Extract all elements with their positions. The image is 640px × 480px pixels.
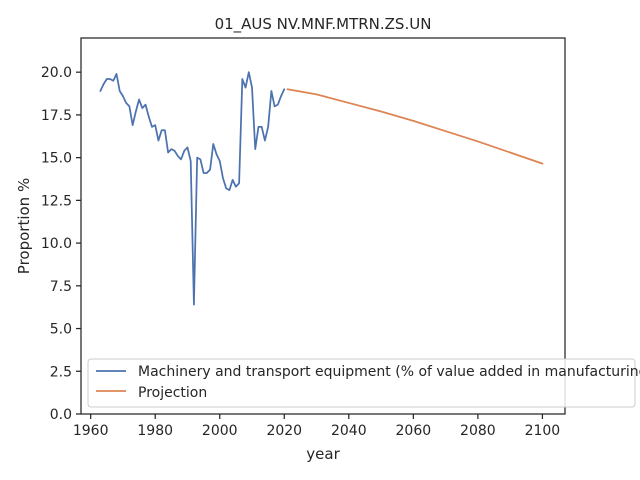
y-tick-label: 7.5 xyxy=(50,279,72,295)
legend-label-projection: Projection xyxy=(138,385,207,401)
x-tick-label: 2000 xyxy=(202,423,238,439)
x-tick-label: 1960 xyxy=(73,423,109,439)
x-tick-label: 2040 xyxy=(331,423,367,439)
y-tick-label: 20.0 xyxy=(41,65,72,81)
x-axis: 1960 1980 2000 2020 2040 2060 2080 2100 xyxy=(73,414,560,439)
legend: Machinery and transport equipment (% of … xyxy=(87,358,640,408)
y-tick-label: 15.0 xyxy=(41,151,72,167)
x-axis-label: year xyxy=(306,445,340,463)
series-line-projection xyxy=(286,88,544,165)
y-tick-label: 5.0 xyxy=(50,322,72,338)
plot-lines xyxy=(99,71,544,306)
x-tick-label: 2100 xyxy=(525,423,561,439)
x-tick-label: 2020 xyxy=(266,423,302,439)
x-tick-label: 2080 xyxy=(460,423,496,439)
legend-label-history: Machinery and transport equipment (% of … xyxy=(138,364,640,380)
y-axis: 0.0 2.5 5.0 7.5 10.0 12.5 15.0 17.5 20.0 xyxy=(41,65,81,423)
y-tick-label: 12.5 xyxy=(41,193,72,209)
x-tick-label: 2060 xyxy=(396,423,432,439)
x-tick-label: 1980 xyxy=(137,423,173,439)
plot-frame xyxy=(80,37,566,415)
y-axis-label: Proportion % xyxy=(15,178,33,274)
y-tick-label: 17.5 xyxy=(41,108,72,124)
y-tick-label: 0.0 xyxy=(50,407,72,423)
y-tick-label: 2.5 xyxy=(50,364,72,380)
series-line-history xyxy=(99,71,286,306)
y-tick-label: 10.0 xyxy=(41,236,72,252)
legend-box xyxy=(87,358,636,408)
chart-title: 01_AUS NV.MNF.MTRN.ZS.UN xyxy=(215,15,432,34)
